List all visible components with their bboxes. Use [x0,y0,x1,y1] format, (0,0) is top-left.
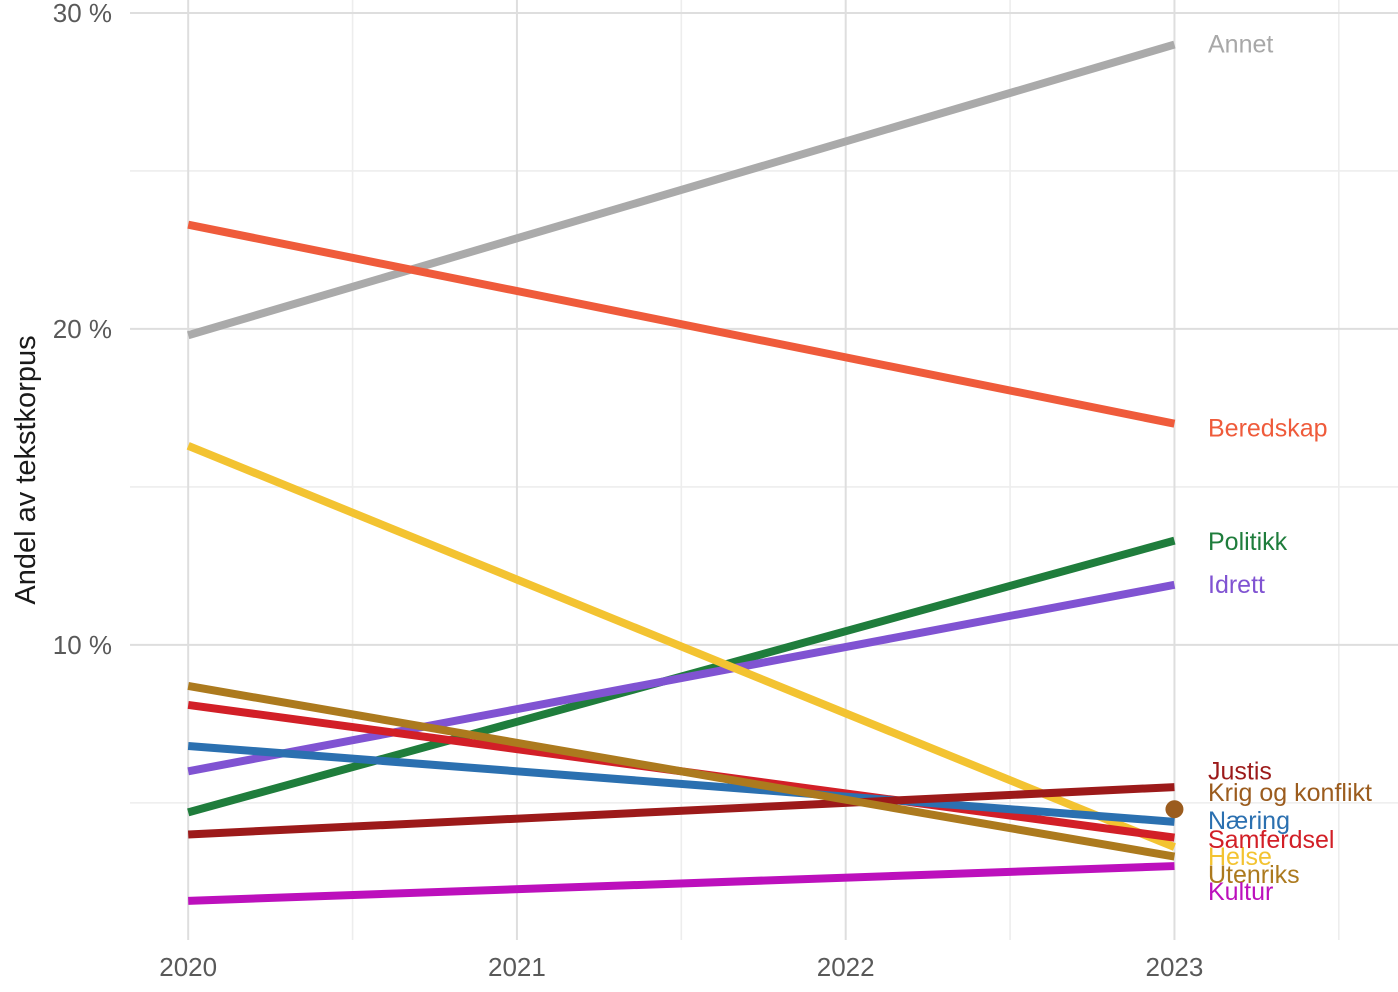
x-tick-label: 2023 [1146,952,1204,982]
series-label-kultur: Kultur [1208,878,1273,906]
y-axis-tick-labels: 10 % 20 % 30 % [53,0,112,660]
x-tick-label: 2021 [488,952,546,982]
series-label-samferdsel: Samferdsel [1208,826,1334,854]
series-lines [186,40,1184,905]
series-label-annet: Annet [1208,31,1273,59]
series-line-utenriks [187,682,1176,861]
series-label-krig-og-konflikt: Krig og konflikt [1208,779,1372,807]
x-tick-label: 2022 [817,952,875,982]
series-line-kultur [188,862,1175,905]
gridlines-major [130,0,1398,940]
series-label-n-ring: Næring [1208,807,1290,835]
x-axis-tick-labels: 2020 2021 2022 2023 [159,952,1203,982]
series-label-beredskap: Beredskap [1208,414,1328,442]
y-tick-label: 30 % [53,0,112,28]
series-line-justis [187,783,1175,839]
series-line-beredskap [187,220,1176,428]
series-line-annet [187,40,1176,340]
x-tick-label: 2020 [159,952,217,982]
series-labels: Annet Beredskap Politikk Idrett HelseSamferd… [1208,31,1372,906]
series-label-helse: Helse [1208,843,1272,871]
y-tick-label: 10 % [53,630,112,660]
y-axis-title: Andel av tekstkorpus [10,335,42,604]
y-tick-label: 20 % [53,314,112,344]
series-line-idrett [187,580,1176,776]
series-label-utenriks: Utenriks [1208,861,1300,889]
series-line-n-ring [187,742,1175,826]
series-label-justis: Justis [1208,757,1272,785]
series-point-krig-og-konflikt [1165,800,1184,819]
series-label-politikk: Politikk [1208,528,1288,556]
series-label-idrett: Idrett [1208,571,1265,599]
series-line-helse [186,442,1176,851]
